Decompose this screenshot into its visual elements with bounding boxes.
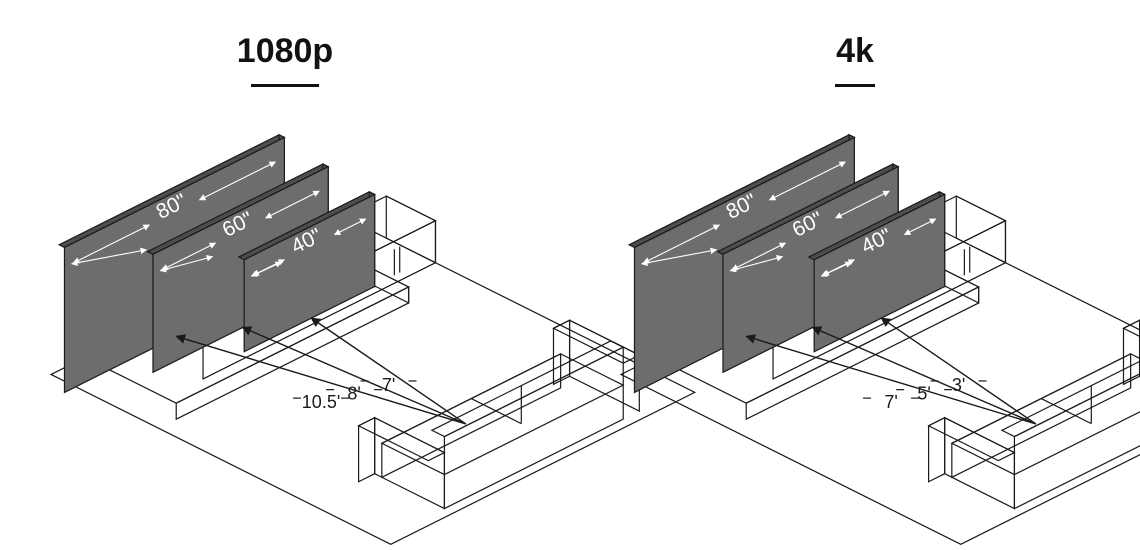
- panel-1080p: 1080p 80"60"40"7'8'10.5': [0, 0, 570, 550]
- distance-label: 7': [884, 392, 897, 412]
- heading-underline-4k: [835, 84, 875, 87]
- panel-4k: 4k 80"60"40"3'5'7': [570, 0, 1140, 550]
- heading-4k: 4k: [570, 32, 1140, 71]
- distance-label: 5': [917, 384, 930, 404]
- heading-underline-1080p: [251, 84, 319, 87]
- heading-1080p: 1080p: [0, 32, 570, 71]
- distance-label: 10.5': [302, 392, 340, 412]
- distance-label: 8': [347, 384, 360, 404]
